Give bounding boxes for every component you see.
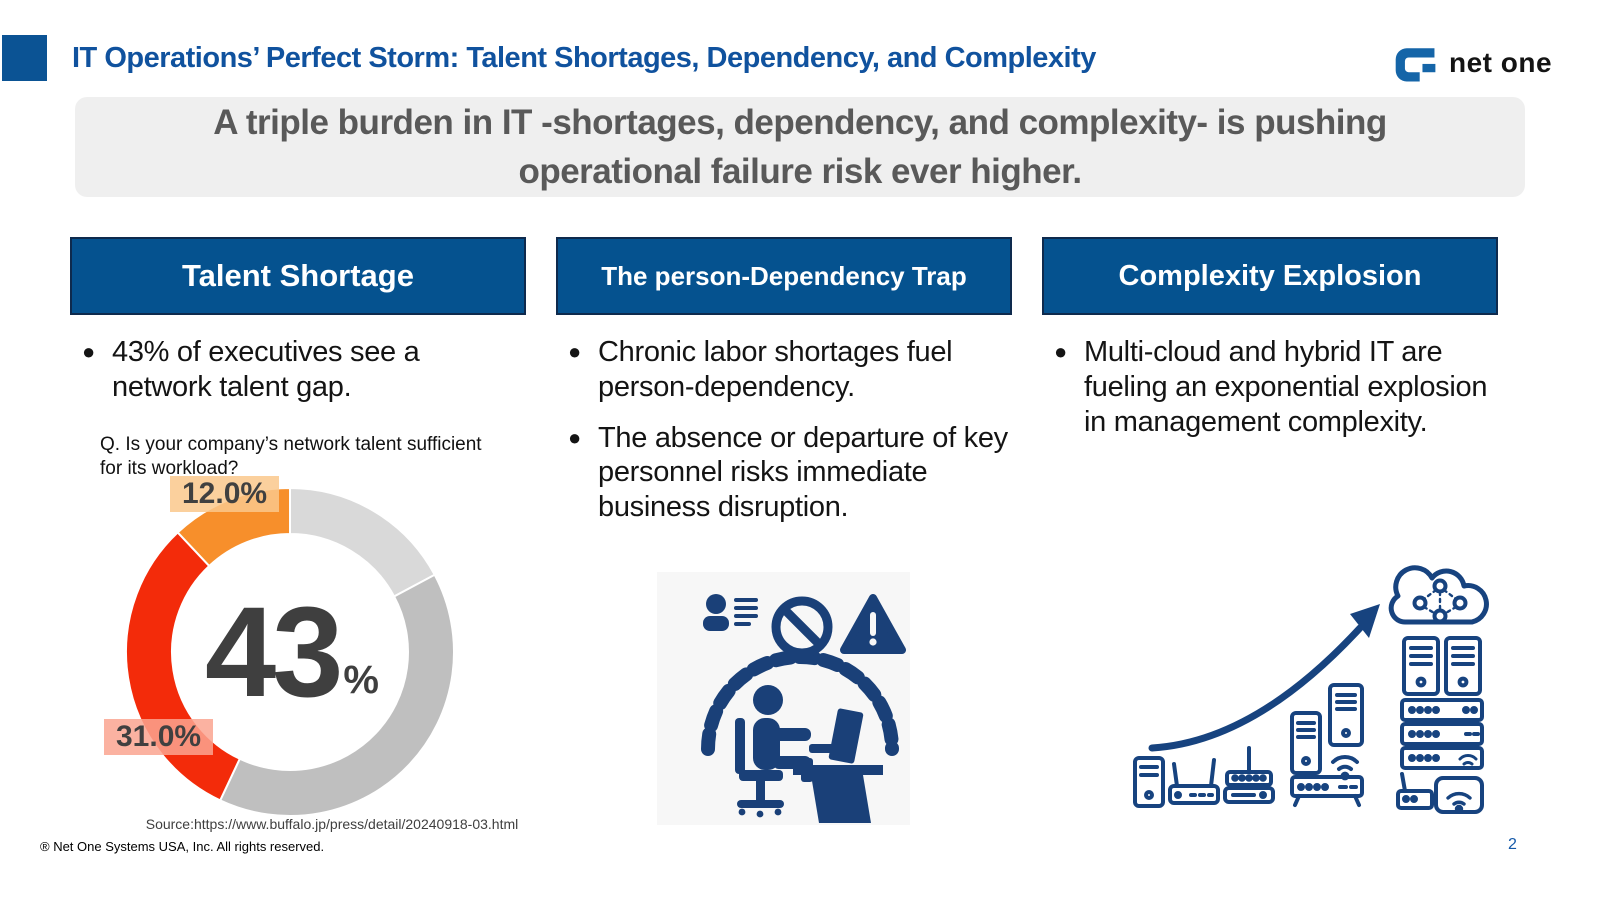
bullet-chronic-shortages: Chronic labor shortages fuel person-depe… — [568, 335, 1010, 405]
column-header-talent-shortage: Talent Shortage — [70, 237, 526, 315]
column-header-person-dependency: The person-Dependency Trap — [556, 237, 1012, 315]
router-icon — [1168, 758, 1220, 805]
bullet-multicloud: Multi-cloud and hybrid IT are fueling an… — [1054, 335, 1496, 439]
rack-switch-icon — [1400, 698, 1484, 722]
person-dependency-bullets: Chronic labor shortages fuel person-depe… — [556, 335, 1012, 525]
rack-switch-icon — [1400, 722, 1484, 746]
netone-logo: net one — [1392, 44, 1552, 82]
chart-source: Source:https://www.buffalo.jp/press/deta… — [145, 816, 519, 832]
key-message-text: A triple burden in IT -shortages, depend… — [213, 103, 1387, 191]
tower-pc-icon — [1133, 756, 1165, 808]
title-accent-square — [2, 35, 47, 81]
server-icon — [1444, 636, 1482, 696]
donut-segment — [218, 573, 455, 817]
copyright-footer: ® Net One Systems USA, Inc. All rights r… — [40, 839, 325, 854]
column-person-dependency: The person-Dependency Trap Chronic labor… — [556, 237, 1012, 541]
person-at-desk-illustration-svg — [701, 594, 906, 823]
prohibition-icon — [771, 596, 833, 658]
talent-shortage-bullets: 43% of executives see a network talent g… — [70, 335, 526, 405]
person-dependency-illustration — [657, 572, 910, 825]
page-number: 2 — [1508, 836, 1517, 853]
donut-label-31: 31.0% — [104, 719, 214, 755]
bullet-talent-gap: 43% of executives see a network talent g… — [82, 335, 524, 405]
donut-center-value: 43 — [205, 580, 343, 724]
server-icon — [1290, 711, 1322, 775]
rack-switch-icon — [1290, 775, 1364, 807]
netone-logo-text: net one — [1449, 47, 1553, 78]
netone-g-mark-icon — [1395, 48, 1436, 82]
donut-center-label: 43 % — [125, 487, 455, 817]
complexity-growth-svg — [1133, 565, 1489, 814]
cloud-network-icon — [1388, 565, 1489, 625]
router-icon — [1396, 772, 1434, 810]
column-complexity: Complexity Explosion Multi-cloud and hyb… — [1042, 237, 1498, 455]
key-message-banner: A triple burden in IT -shortages, depend… — [75, 97, 1525, 197]
growth-arrow-icon — [1148, 624, 1364, 752]
access-point-icon — [1434, 776, 1484, 814]
person-at-desk-icon — [735, 685, 883, 823]
complexity-bullets: Multi-cloud and hybrid IT are fueling an… — [1042, 335, 1498, 439]
donut-center-unit: % — [343, 657, 379, 702]
server-icon — [1328, 683, 1364, 747]
donut-label-12: 12.0% — [170, 476, 280, 512]
column-talent-shortage: Talent Shortage 43% of executives see a … — [70, 237, 526, 482]
rack-switch-icon — [1400, 746, 1484, 770]
page-title: IT Operations’ Perfect Storm: Talent Sho… — [72, 41, 1096, 74]
talent-donut-chart: 43 % — [125, 486, 455, 817]
access-point-icon — [1223, 746, 1275, 804]
column-header-complexity: Complexity Explosion — [1042, 237, 1498, 315]
bullet-key-personnel: The absence or departure of key personne… — [568, 421, 1010, 525]
growth-arrow-head — [1350, 604, 1380, 638]
survey-question: Q. Is your company’s network talent suff… — [100, 433, 482, 480]
warning-triangle-icon — [840, 594, 906, 654]
profile-list-icon — [703, 594, 758, 631]
server-icon — [1402, 636, 1440, 696]
complexity-growth-illustration — [1088, 548, 1500, 823]
